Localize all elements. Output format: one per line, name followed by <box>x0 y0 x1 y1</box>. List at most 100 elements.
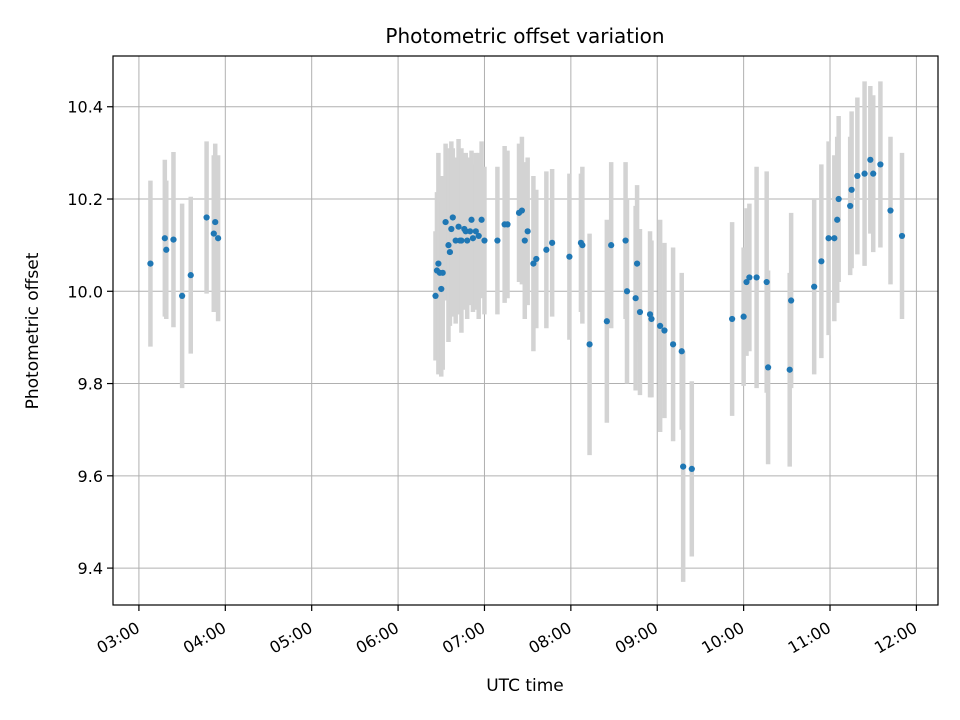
data-point <box>867 156 874 163</box>
data-point <box>622 237 629 244</box>
x-tick-label: 07:00 <box>439 618 488 658</box>
x-axis-label: UTC time <box>486 676 564 696</box>
data-point <box>680 463 687 470</box>
x-tick-label: 11:00 <box>785 618 834 658</box>
data-point <box>811 283 818 290</box>
data-point <box>147 260 154 267</box>
y-tick-label: 9.4 <box>78 559 103 578</box>
data-point <box>475 232 482 240</box>
y-tick-label: 10.0 <box>67 282 103 301</box>
data-point <box>834 216 841 223</box>
data-point <box>678 348 685 355</box>
plot-frame <box>112 55 939 606</box>
data-point <box>848 186 855 193</box>
data-point <box>439 269 446 276</box>
data-point <box>438 285 445 293</box>
data-point <box>623 288 631 295</box>
data-point <box>212 218 219 226</box>
data-point <box>432 292 439 299</box>
data-point <box>466 228 474 235</box>
data-point <box>870 170 877 177</box>
data-point <box>187 272 194 279</box>
data-points <box>147 156 906 473</box>
x-tick-label: 09:00 <box>612 618 661 658</box>
data-point <box>163 246 170 253</box>
data-point <box>449 214 456 221</box>
data-point <box>442 218 449 226</box>
x-axis-ticks: 03:00 04:00 05:00 06:00 07:00 08:00 09:00 10:00… <box>93 605 920 658</box>
data-point <box>445 242 452 249</box>
data-point <box>633 260 641 267</box>
data-point <box>831 235 838 242</box>
data-point <box>608 242 615 249</box>
data-point <box>763 278 770 286</box>
data-point <box>494 237 501 244</box>
data-point <box>524 228 531 235</box>
data-point <box>788 297 795 304</box>
data-point <box>586 341 593 348</box>
data-point <box>161 235 168 242</box>
data-point <box>898 232 906 240</box>
data-point <box>478 216 485 223</box>
data-point <box>170 236 177 243</box>
data-point <box>648 315 655 323</box>
x-tick-label: 04:00 <box>180 618 229 658</box>
y-axis-ticks: 9.4 9.6 9.8 10.0 10.2 10.4 <box>67 98 113 578</box>
x-tick-label: 10:00 <box>698 618 747 658</box>
data-point <box>210 230 217 237</box>
data-point <box>825 235 832 242</box>
y-tick-label: 9.8 <box>78 375 103 394</box>
x-tick-label: 12:00 <box>871 618 920 658</box>
data-point <box>533 255 540 263</box>
data-point <box>740 313 747 320</box>
data-point <box>469 235 477 242</box>
data-point <box>458 237 465 244</box>
data-point <box>753 274 760 281</box>
data-point <box>847 202 854 210</box>
data-point <box>435 260 442 267</box>
data-point <box>854 172 861 180</box>
data-point <box>521 237 528 244</box>
data-point <box>566 253 573 260</box>
data-point <box>729 315 736 323</box>
data-point <box>215 235 222 242</box>
data-point <box>743 278 750 286</box>
data-point <box>446 248 454 256</box>
data-point <box>518 207 526 214</box>
data-point <box>543 246 550 253</box>
data-point <box>448 225 455 233</box>
data-point <box>481 237 488 244</box>
data-point <box>179 292 186 299</box>
data-point <box>468 216 475 223</box>
data-point <box>579 242 586 249</box>
data-point <box>504 221 511 228</box>
y-tick-label: 10.2 <box>67 190 103 209</box>
y-axis-label: Photometric offset <box>23 252 43 409</box>
data-point <box>632 295 639 302</box>
data-point <box>818 258 825 265</box>
data-point <box>746 274 753 281</box>
data-point <box>835 195 842 203</box>
x-tick-label: 03:00 <box>93 618 142 658</box>
error-bars <box>148 81 905 582</box>
data-point <box>464 237 471 244</box>
x-tick-label: 06:00 <box>353 618 402 658</box>
data-point <box>530 260 537 267</box>
data-point <box>688 465 695 473</box>
chart-title: Photometric offset variation <box>385 24 664 48</box>
data-point <box>887 207 894 214</box>
data-point <box>452 237 459 244</box>
data-point <box>455 223 462 230</box>
data-point <box>765 364 772 371</box>
data-point <box>786 366 793 373</box>
data-point <box>462 228 469 235</box>
x-tick-label: 05:00 <box>266 618 315 658</box>
data-point <box>472 228 479 235</box>
data-point <box>877 161 884 168</box>
data-point <box>669 341 677 348</box>
data-point <box>203 214 210 221</box>
data-point <box>861 170 868 177</box>
data-point <box>636 308 644 316</box>
data-point <box>657 322 664 329</box>
